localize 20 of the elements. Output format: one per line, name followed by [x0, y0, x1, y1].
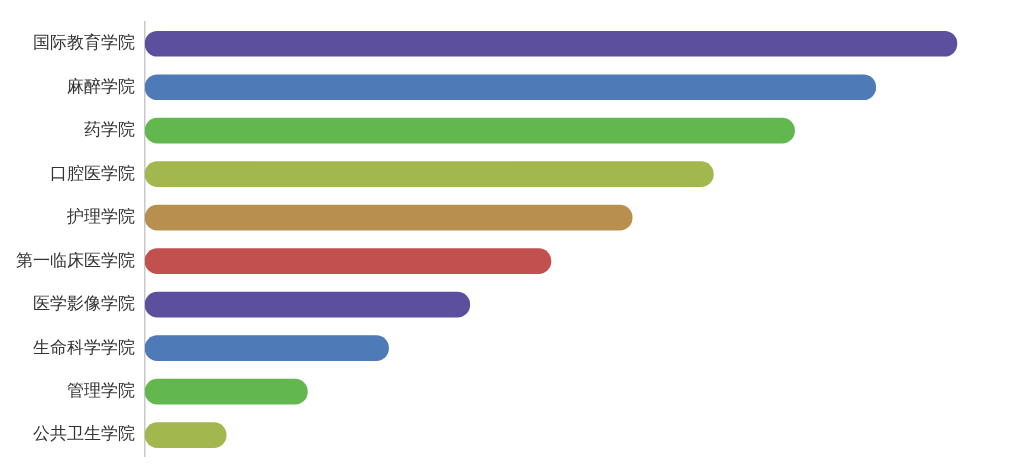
bar [145, 335, 389, 361]
bar [145, 248, 552, 274]
y-tick-label: 生命科学学院 [33, 336, 135, 357]
y-tick-label: 麻醉学院 [67, 75, 135, 96]
bar [145, 161, 714, 188]
bar [145, 74, 877, 101]
bar [145, 117, 795, 144]
y-tick-label: 护理学院 [66, 206, 135, 227]
bar [145, 204, 633, 231]
y-tick-label: 口腔医学院 [50, 162, 135, 183]
y-tick-label: 管理学院 [67, 380, 135, 400]
y-tick-label: 药学院 [84, 119, 135, 140]
bar [145, 30, 958, 57]
y-tick-label: 第一临床医学院 [16, 249, 135, 270]
bar [145, 378, 308, 405]
bar [145, 291, 471, 318]
bar [145, 422, 227, 448]
y-tick-label: 医学影像学院 [33, 293, 135, 314]
y-tick-label: 国际教育学院 [33, 32, 135, 53]
y-tick-label: 公共卫生学院 [33, 423, 135, 444]
